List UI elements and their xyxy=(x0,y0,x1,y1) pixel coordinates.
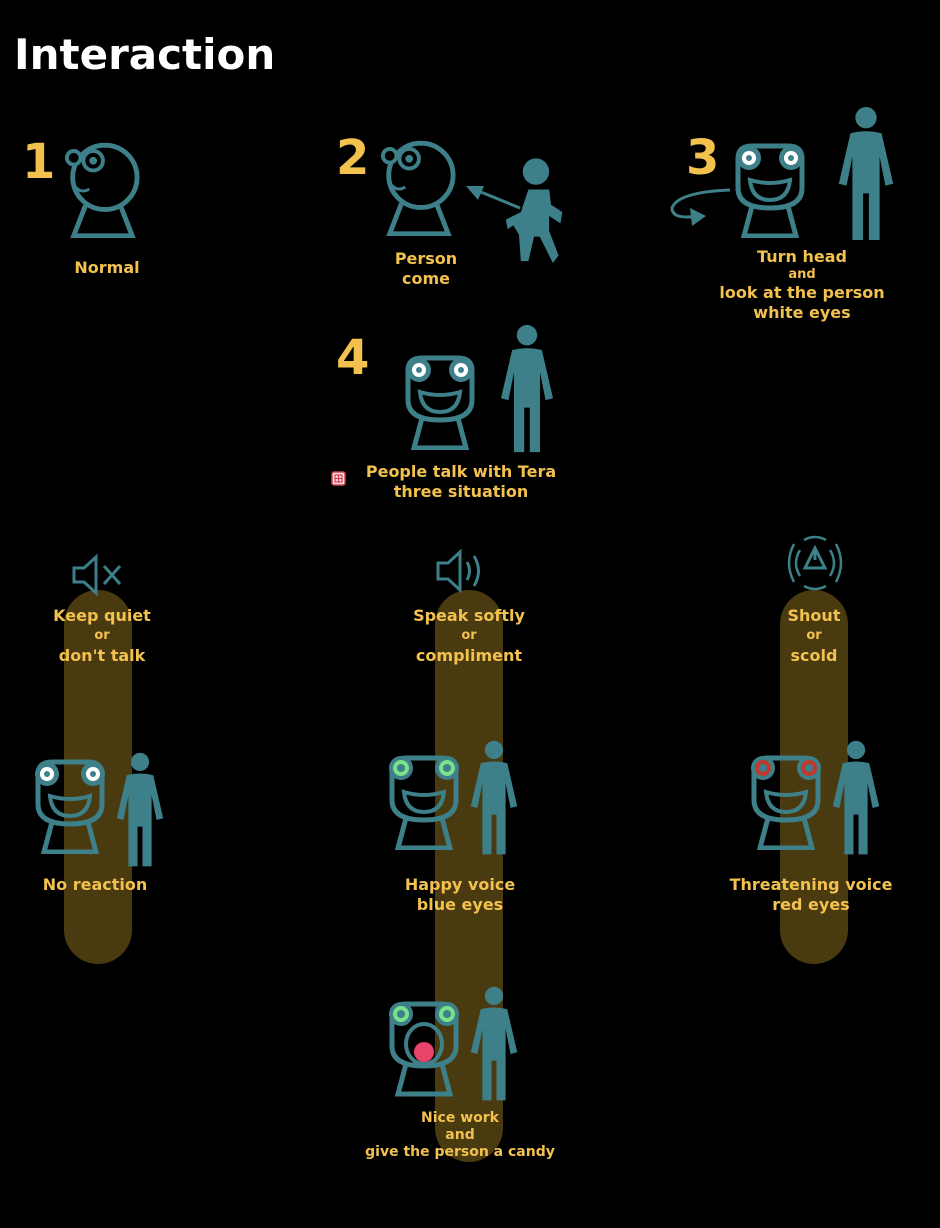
step-2-number: 2 xyxy=(336,130,370,186)
trigger-line: Speak softly xyxy=(413,606,525,625)
situation-2-trigger: Speak softly or compliment xyxy=(389,606,549,666)
caption-line: look at the person xyxy=(719,283,885,302)
robot-normal-icon xyxy=(378,138,456,236)
robot-white-eyes-icon xyxy=(400,350,480,450)
step-1-caption: Normal xyxy=(74,258,140,277)
step-4-caption: People talk with Tera three situation xyxy=(350,462,572,502)
trigger-line: don't talk xyxy=(58,646,146,665)
person-icon xyxy=(464,986,524,1102)
speaker-soft-icon xyxy=(436,548,480,594)
result-line: Happy voice xyxy=(404,875,516,894)
reward-line: give the person a candy xyxy=(365,1144,555,1160)
page-title: Interaction xyxy=(14,30,276,79)
trigger-line: Shout xyxy=(787,606,841,625)
person-icon xyxy=(464,740,524,856)
caption-line: People talk with Tera xyxy=(365,462,557,481)
turn-arrow-icon xyxy=(670,188,731,226)
situation-1-result: No reaction xyxy=(42,875,148,894)
walking-person-icon xyxy=(502,156,568,272)
robot-normal-icon xyxy=(62,140,140,238)
reward-line: Nice work xyxy=(421,1110,499,1126)
shout-icon xyxy=(787,535,843,591)
caption-and: and xyxy=(788,267,816,282)
robot-white-eyes-icon xyxy=(35,754,105,854)
step-2-caption: Person come xyxy=(366,249,486,289)
reward-line: and xyxy=(445,1127,475,1143)
arrow-left-icon xyxy=(466,186,521,210)
trigger-line: scold xyxy=(790,646,838,665)
caption-line: come xyxy=(402,269,450,288)
person-icon xyxy=(826,740,886,856)
robot-candy-icon xyxy=(389,1001,459,1097)
caption-line: white eyes xyxy=(753,303,851,322)
step-3-caption: Turn head and look at the person white e… xyxy=(700,247,904,323)
trigger-line: Keep quiet xyxy=(53,606,151,625)
result-line: Threatening voice xyxy=(729,875,893,894)
result-line: red eyes xyxy=(772,895,850,914)
trigger-or: or xyxy=(461,628,477,643)
person-icon xyxy=(832,106,900,242)
situation-3-trigger: Shout or scold xyxy=(734,606,894,666)
person-icon xyxy=(110,752,170,868)
caption-line: three situation xyxy=(393,482,529,501)
situation-1-trigger: Keep quiet or don't talk xyxy=(22,606,182,666)
speaker-muted-icon xyxy=(72,553,122,597)
situation-bar xyxy=(435,590,503,1162)
result-line: blue eyes xyxy=(416,895,504,914)
trigger-or: or xyxy=(94,628,110,643)
step-4-number: 4 xyxy=(336,330,370,386)
caption-line: Person xyxy=(394,249,458,268)
robot-white-eyes-icon xyxy=(730,138,810,238)
step-1-number: 1 xyxy=(22,134,56,190)
robot-red-eyes-icon xyxy=(751,750,821,850)
trigger-or: or xyxy=(806,628,822,643)
trigger-line: compliment xyxy=(415,646,523,665)
robot-blue-eyes-icon xyxy=(389,750,459,850)
situation-2-result: Happy voice blue eyes xyxy=(375,875,545,915)
person-icon xyxy=(494,324,560,454)
step-3-number: 3 xyxy=(686,130,720,186)
reward-caption: Nice work and give the person a candy xyxy=(350,1110,570,1161)
plus-square-icon[interactable] xyxy=(331,471,346,486)
caption-line: Turn head xyxy=(757,247,847,266)
situation-3-result: Threatening voice red eyes xyxy=(716,875,906,915)
